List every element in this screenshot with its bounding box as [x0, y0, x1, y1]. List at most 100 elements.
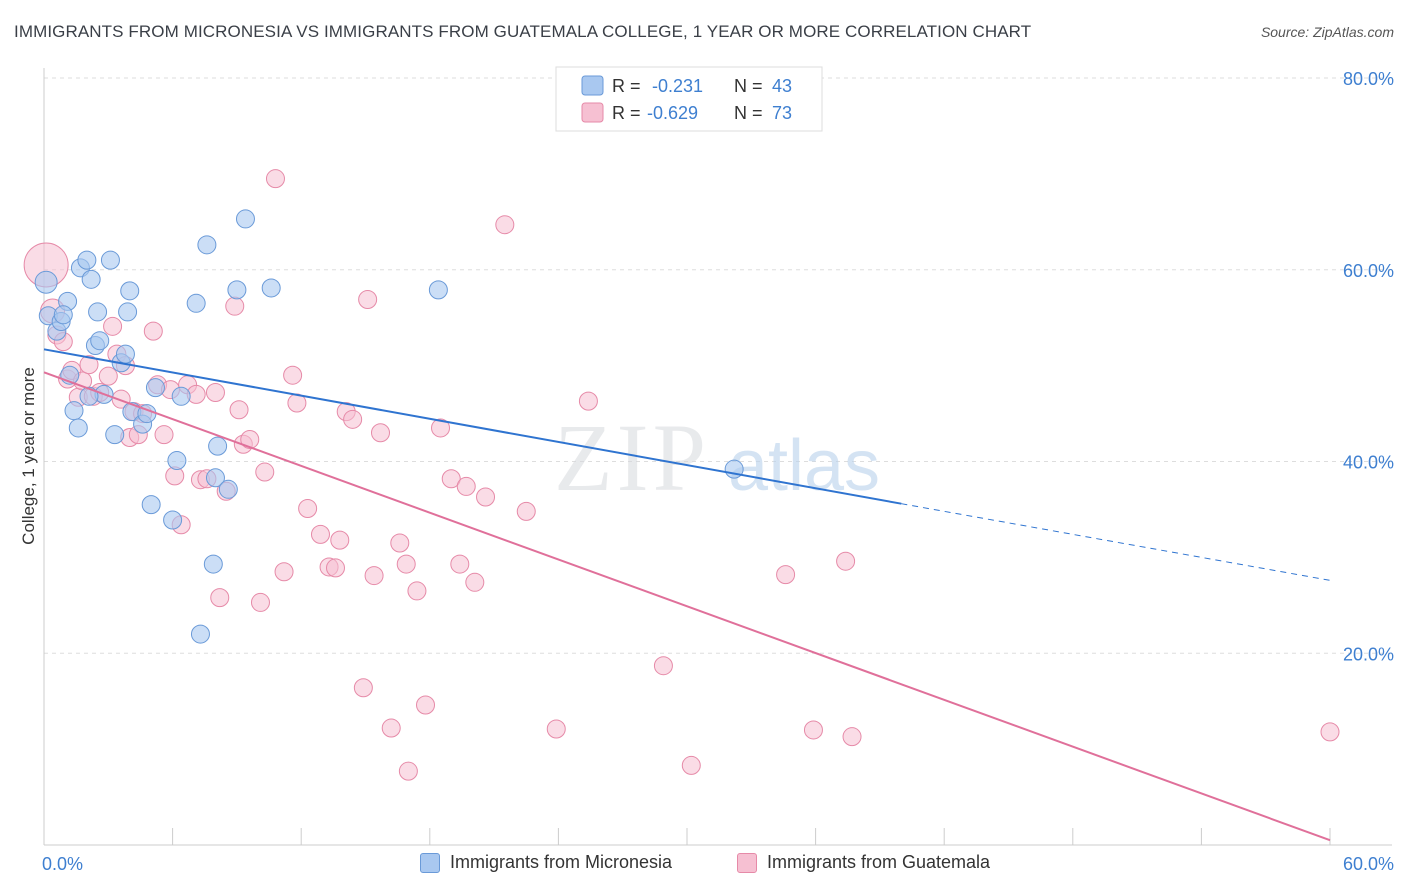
guatemala-point-65: [476, 487, 496, 507]
micronesia-point-26: [163, 510, 183, 530]
guatemala-point-37: [250, 592, 270, 612]
micronesia-point-36: [227, 280, 247, 300]
micronesia-point-13: [90, 331, 110, 351]
guatemala-points: [23, 169, 1340, 781]
guatemala-point-47: [330, 530, 350, 550]
micronesia-point-34: [208, 436, 228, 456]
micronesia-point-25: [145, 378, 165, 398]
legend-swatch-micronesia: [581, 75, 604, 96]
legend-label-guatemala: Immigrants from Guatemala: [767, 852, 991, 872]
legend-item-micronesia: Immigrants from Micronesia: [420, 852, 672, 873]
micronesia-point-16: [105, 425, 125, 445]
guatemala-point-72: [776, 565, 796, 585]
guatemala-point-70: [653, 656, 673, 676]
guatemala-point-63: [456, 476, 476, 496]
guatemala-point-71: [681, 755, 701, 775]
micronesia-point-10: [81, 269, 101, 289]
micronesia-point-41: [79, 386, 99, 406]
micronesia-point-42: [53, 305, 73, 325]
legend-n-value-1: 43: [772, 76, 792, 96]
guatemala-point-39: [265, 169, 285, 189]
legend-r-value-2: -0.629: [647, 103, 698, 123]
guatemala-point-56: [396, 554, 416, 574]
micronesia-point-31: [197, 235, 217, 255]
legend-n-label-2: N =: [734, 103, 763, 123]
guatemala-point-30: [205, 382, 225, 402]
legend-swatch-micronesia-bottom: [420, 852, 440, 873]
guatemala-point-34: [229, 400, 249, 420]
guatemala-point-66: [495, 215, 515, 235]
guatemala-point-75: [842, 727, 862, 747]
legend-top: R = -0.231 N = 43 R = -0.629 N = 73: [555, 66, 823, 132]
micronesia-point-29: [186, 293, 206, 313]
legend-swatch-guatemala-bottom: [737, 852, 757, 873]
y-axis-label: College, 1 year or more: [19, 367, 38, 545]
guatemala-point-68: [546, 719, 566, 739]
guatemala-point-61: [441, 469, 461, 489]
micronesia-point-32: [203, 554, 223, 574]
legend-n-label-1: N =: [734, 76, 763, 96]
x-tick-label-0: 0.0%: [42, 854, 83, 874]
guatemala-point-57: [398, 761, 418, 781]
y-tick-label-2: 60.0%: [1343, 261, 1394, 281]
x-tick-label-1: 60.0%: [1343, 854, 1394, 874]
source-label: Source: ZipAtlas.com: [1260, 24, 1394, 40]
guatemala-point-60: [431, 418, 451, 438]
guatemala-point-20: [143, 321, 163, 341]
tick-labels: 20.0% 40.0% 60.0% 80.0% 0.0% 60.0%: [42, 69, 1394, 874]
micronesia-point-28: [171, 386, 191, 406]
guatemala-point-8: [79, 355, 99, 375]
legend-r-value-1: -0.231: [652, 76, 703, 96]
micronesia-points: [34, 209, 744, 644]
guatemala-point-69: [578, 391, 598, 411]
micronesia-point-33: [205, 468, 225, 488]
guatemala-point-53: [371, 423, 391, 443]
micronesia-point-35: [218, 479, 238, 499]
grid-lines: [44, 77, 1392, 654]
micronesia-point-7: [68, 418, 88, 438]
guatemala-point-67: [516, 501, 536, 521]
micronesia-point-38: [261, 278, 281, 298]
micronesia-point-12: [88, 302, 108, 322]
guatemala-point-64: [465, 572, 485, 592]
legend-r-label-1: R =: [612, 76, 641, 96]
chart-title: IMMIGRANTS FROM MICRONESIA VS IMMIGRANTS…: [14, 22, 1032, 41]
micronesia-point-37: [235, 209, 255, 229]
guatemala-point-55: [390, 533, 410, 553]
micronesia-trend-extension: [901, 503, 1331, 581]
guatemala-point-33: [225, 296, 245, 316]
micronesia-point-24: [141, 495, 161, 515]
micronesia-point-27: [167, 451, 187, 471]
y-tick-label-3: 80.0%: [1343, 69, 1394, 89]
micronesia-point-9: [77, 250, 97, 270]
micronesia-point-30: [190, 624, 210, 644]
guatemala-point-12: [103, 316, 123, 336]
micronesia-point-39: [428, 280, 448, 300]
guatemala-point-49: [343, 409, 363, 429]
micronesia-point-19: [118, 302, 138, 322]
micronesia-point-18: [115, 344, 135, 364]
legend-label-micronesia: Immigrants from Micronesia: [450, 852, 673, 872]
micronesia-point-15: [100, 250, 120, 270]
watermark-zip: ZIP: [554, 404, 710, 511]
guatemala-point-52: [364, 566, 384, 586]
guatemala-point-22: [154, 425, 174, 445]
y-tick-label-1: 40.0%: [1343, 453, 1394, 473]
legend-swatch-guatemala: [581, 102, 604, 123]
legend-n-value-2: 73: [772, 103, 792, 123]
guatemala-point-40: [274, 562, 294, 582]
guatemala-point-11: [98, 366, 118, 386]
y-tick-label-0: 20.0%: [1343, 644, 1394, 664]
legend-r-label-2: R =: [612, 103, 641, 123]
watermark-atlas: atlas: [728, 426, 880, 506]
guatemala-point-51: [358, 289, 378, 309]
guatemala-point-54: [381, 718, 401, 738]
micronesia-point-6: [64, 401, 84, 421]
legend-item-guatemala: Immigrants from Guatemala: [737, 852, 990, 873]
micronesia-point-0: [34, 270, 58, 294]
guatemala-point-50: [353, 678, 373, 698]
micronesia-trend-line: [43, 348, 902, 505]
guatemala-point-31: [210, 588, 230, 608]
guatemala-point-74: [836, 551, 856, 571]
